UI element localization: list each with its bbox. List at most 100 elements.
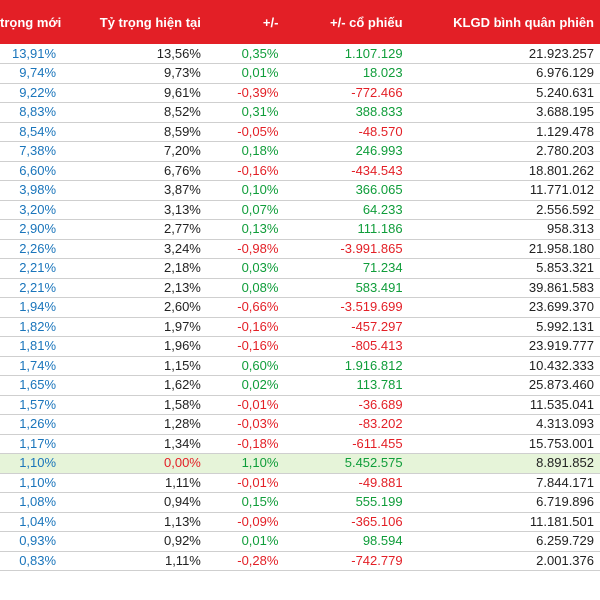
table-row: 1,10% 0,00% 1,10% 5.452.575 8.891.852: [0, 453, 600, 473]
header-share-change: +/- cổ phiếu: [329, 14, 403, 30]
header-row: trọng mới Tỷ trọng hiện tại +/- +/- cổ p…: [0, 0, 600, 44]
cell-current-weight: 8,59%: [164, 123, 201, 139]
cell-share-change: -742.779: [351, 552, 403, 568]
table-header: trọng mới Tỷ trọng hiện tại +/- +/- cổ p…: [0, 0, 600, 44]
cell-share-change: 111.186: [357, 221, 403, 237]
table-row: 1,17% 1,34% -0,18% -611.455 15.753.001: [0, 434, 600, 454]
cell-avg-volume: 11.771.012: [529, 182, 594, 198]
cell-current-weight: 1,11%: [164, 474, 201, 490]
cell-avg-volume: 11.535.041: [529, 396, 594, 412]
cell-current-weight: 8,52%: [164, 104, 201, 120]
cell-share-change: -434.543: [351, 162, 403, 178]
cell-new-weight: 2,21%: [19, 260, 57, 276]
cell-avg-volume: 15.753.001: [528, 435, 594, 451]
cell-weight-change: 0,02%: [241, 377, 279, 393]
cell-weight-change: 0,60%: [241, 357, 279, 373]
cell-avg-volume: 2.780.203: [536, 143, 594, 159]
cell-current-weight: 3,13%: [164, 201, 201, 217]
cell-current-weight: 1,62%: [164, 377, 201, 393]
cell-avg-volume: 5.240.631: [536, 84, 594, 100]
cell-weight-change: -0,05%: [237, 123, 279, 139]
cell-weight-change: -0,18%: [237, 435, 279, 451]
table-row: 1,10% 1,11% -0,01% -49.881 7.844.171: [0, 473, 600, 493]
cell-share-change: 388.833: [355, 104, 403, 120]
portfolio-weight-table: trọng mới Tỷ trọng hiện tại +/- +/- cổ p…: [0, 0, 600, 571]
cell-weight-change: 0,01%: [241, 65, 279, 81]
table-row: 1,08% 0,94% 0,15% 555.199 6.719.896: [0, 493, 600, 512]
table-row: 1,74% 1,15% 0,60% 1.916.812 10.432.333: [0, 356, 600, 376]
cell-new-weight: 1,82%: [19, 318, 57, 334]
cell-weight-change: -0,16%: [237, 162, 279, 178]
cell-current-weight: 1,11%: [164, 552, 201, 568]
cell-current-weight: 2,13%: [164, 279, 201, 295]
cell-share-change: 555.199: [355, 494, 403, 510]
cell-new-weight: 9,74%: [19, 65, 57, 81]
table-body: 13,91% 13,56% 0,35% 1.107.129 21.923.257 9,74…: [0, 44, 600, 571]
cell-weight-change: 1,10%: [241, 455, 279, 471]
cell-new-weight: 8,54%: [19, 123, 57, 139]
cell-new-weight: 6,60%: [19, 162, 57, 178]
table-row: 9,22% 9,61% -0,39% -772.466 5.240.631: [0, 83, 600, 103]
cell-current-weight: 1,96%: [164, 338, 201, 354]
table-row: 1,65% 1,62% 0,02% 113.781 25.873.460: [0, 376, 600, 395]
cell-share-change: 113.781: [356, 377, 403, 393]
cell-current-weight: 3,24%: [164, 240, 201, 256]
cell-avg-volume: 11.181.501: [529, 513, 594, 529]
cell-current-weight: 9,61%: [164, 84, 201, 100]
table-row: 1,82% 1,97% -0,16% -457.297 5.992.131: [0, 317, 600, 337]
cell-share-change: 18.023: [362, 65, 403, 81]
cell-new-weight: 1,08%: [19, 494, 57, 510]
cell-current-weight: 0,00%: [164, 455, 201, 471]
cell-weight-change: 0,18%: [241, 143, 279, 159]
cell-new-weight: 7,38%: [19, 143, 57, 159]
cell-weight-change: 0,13%: [241, 221, 279, 237]
cell-avg-volume: 23.919.777: [528, 338, 594, 354]
cell-share-change: -457.297: [351, 318, 403, 334]
cell-avg-volume: 6.976.129: [536, 65, 594, 81]
cell-new-weight: 1,57%: [19, 396, 57, 412]
cell-new-weight: 2,26%: [19, 240, 57, 256]
cell-avg-volume: 21.958.180: [528, 240, 594, 256]
cell-new-weight: 1,65%: [19, 377, 57, 393]
cell-current-weight: 1,58%: [164, 396, 201, 412]
cell-weight-change: -0,01%: [237, 396, 279, 412]
cell-weight-change: 0,10%: [241, 182, 279, 198]
table-row: 3,20% 3,13% 0,07% 64.233 2.556.592: [0, 200, 600, 220]
cell-weight-change: -0,98%: [237, 240, 279, 256]
cell-new-weight: 3,20%: [19, 201, 57, 217]
cell-weight-change: 0,08%: [241, 279, 279, 295]
cell-weight-change: -0,66%: [237, 299, 279, 315]
cell-share-change: -611.455: [352, 435, 403, 451]
table-row: 1,94% 2,60% -0,66% -3.519.699 23.699.370: [0, 298, 600, 317]
cell-share-change: -3.991.865: [340, 240, 403, 256]
header-avg-volume: KLGD bình quân phiên: [453, 14, 594, 30]
cell-current-weight: 2,18%: [164, 260, 201, 276]
cell-share-change: 583.491: [355, 279, 403, 295]
cell-weight-change: -0,03%: [237, 416, 279, 432]
cell-avg-volume: 21.923.257: [528, 45, 594, 61]
table-row: 8,83% 8,52% 0,31% 388.833 3.688.195: [0, 103, 600, 122]
cell-current-weight: 2,77%: [164, 221, 201, 237]
cell-current-weight: 1,34%: [164, 435, 201, 451]
table-row: 2,90% 2,77% 0,13% 111.186 958.313: [0, 220, 600, 239]
cell-avg-volume: 39.861.583: [528, 279, 594, 295]
table-row: 1,57% 1,58% -0,01% -36.689 11.535.041: [0, 395, 600, 415]
table-row: 8,54% 8,59% -0,05% -48.570 1.129.478: [0, 122, 600, 142]
cell-new-weight: 8,83%: [19, 104, 57, 120]
cell-share-change: 246.993: [355, 143, 403, 159]
cell-share-change: -365.106: [351, 513, 403, 529]
cell-avg-volume: 958.313: [547, 221, 594, 237]
header-new-weight: trọng mới: [0, 14, 62, 30]
cell-new-weight: 3,98%: [19, 182, 57, 198]
cell-current-weight: 1,97%: [164, 318, 201, 334]
cell-current-weight: 7,20%: [164, 143, 201, 159]
cell-current-weight: 9,73%: [164, 65, 201, 81]
cell-new-weight: 1,26%: [19, 416, 57, 432]
cell-avg-volume: 5.853.321: [536, 260, 594, 276]
cell-new-weight: 0,83%: [19, 552, 57, 568]
cell-weight-change: -0,39%: [237, 84, 279, 100]
cell-new-weight: 1,17%: [19, 435, 57, 451]
cell-new-weight: 1,04%: [19, 513, 57, 529]
cell-current-weight: 0,94%: [164, 494, 201, 510]
